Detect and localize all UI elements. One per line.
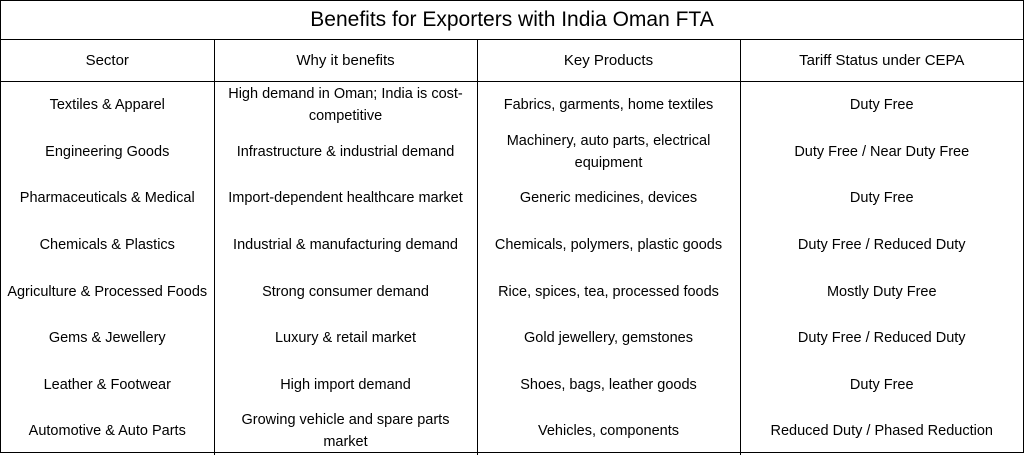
cell-why-it-benefits: Strong consumer demand (213, 268, 477, 315)
header-key-products: Key Products (476, 40, 740, 82)
header-sector: Sector (1, 40, 214, 82)
cell-why-it-benefits: Growing vehicle and spare parts market (213, 408, 477, 455)
cell-key-products: Chemicals, polymers, plastic goods (476, 221, 740, 269)
cell-sector: Automotive & Auto Parts (28, 423, 186, 440)
cell-tariff-status: Duty Free / Reduced Duty (739, 314, 1023, 362)
cell-key-products: Shoes, bags, leather goods (476, 361, 740, 409)
cell-sector: Textiles & Apparel (49, 97, 165, 114)
table-row: Pharmaceuticals & Medical Import-dependen… (1, 175, 1023, 222)
table-row: Agriculture & Processed Foods Strong cons… (1, 268, 1023, 315)
table-row: Leather & Footwear High import demand Shoe… (1, 361, 1023, 409)
cell-why-it-benefits: High demand in Oman; India is cost-compe… (213, 81, 477, 129)
cell-why-it-benefits: Import-dependent healthcare market (213, 175, 477, 222)
cell-tariff-status: Duty Free (739, 175, 1023, 222)
cell-why-it-benefits: Luxury & retail market (213, 314, 477, 362)
cell-sector: Leather & Footwear (43, 376, 171, 393)
header-tariff-status: Tariff Status under CEPA (739, 40, 1023, 82)
table-row: Automotive & Auto Parts Growing vehicle a… (1, 408, 1023, 455)
cell-key-products: Rice, spices, tea, processed foods (476, 268, 740, 315)
cell-tariff-status: Duty Free / Near Duty Free (739, 128, 1023, 176)
cell-sector: Pharmaceuticals & Medical (19, 190, 195, 207)
cell-tariff-status: Reduced Duty / Phased Reduction (739, 408, 1023, 455)
cell-why-it-benefits: Infrastructure & industrial demand (213, 128, 477, 176)
cell-key-products: Vehicles, components (476, 408, 740, 455)
table-row: Textiles & Apparel High demand in Oman; I… (1, 81, 1023, 129)
cell-tariff-status: Duty Free / Reduced Duty (739, 221, 1023, 269)
table-title: Benefits for Exporters with India Oman F… (1, 1, 1023, 40)
table-row: Chemicals & Plastics Industrial & manufac… (1, 221, 1023, 269)
cell-key-products: Fabrics, garments, home textiles (476, 81, 740, 129)
table-body: Textiles & Apparel High demand in Oman; I… (1, 81, 1023, 455)
cell-sector: Gems & Jewellery (48, 330, 166, 347)
table-row: Engineering Goods Infrastructure & indust… (1, 128, 1023, 176)
header-why-it-benefits: Why it benefits (213, 40, 477, 82)
cell-key-products: Generic medicines, devices (476, 175, 740, 222)
cell-why-it-benefits: Industrial & manufacturing demand (213, 221, 477, 269)
cell-tariff-status: Mostly Duty Free (739, 268, 1023, 315)
cell-tariff-status: Duty Free (739, 81, 1023, 129)
cell-sector: Engineering Goods (45, 143, 170, 160)
cell-why-it-benefits: High import demand (213, 361, 477, 409)
cell-key-products: Machinery, auto parts, electrical equipm… (476, 128, 740, 176)
fta-benefits-table: Sector Why it benefits Key Products Tari… (1, 40, 1023, 455)
cell-key-products: Gold jewellery, gemstones (476, 314, 740, 362)
header-row: Sector Why it benefits Key Products Tari… (1, 40, 1023, 82)
table-row: Gems & Jewellery Luxury & retail market Go… (1, 314, 1023, 362)
cell-tariff-status: Duty Free (739, 361, 1023, 409)
cell-sector: Chemicals & Plastics (39, 237, 175, 254)
cell-sector: Agriculture & Processed Foods (7, 283, 208, 300)
